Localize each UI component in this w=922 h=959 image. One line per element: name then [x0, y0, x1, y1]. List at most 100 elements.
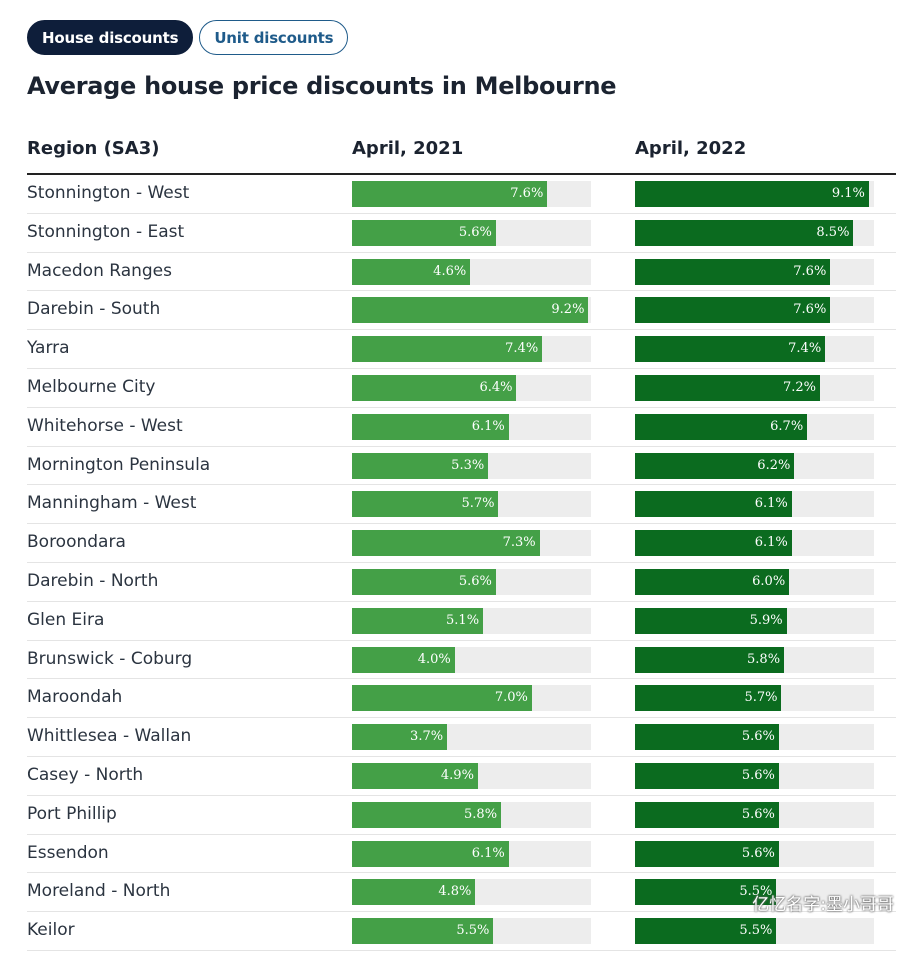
bar-track-2022: 6.0%	[635, 569, 874, 595]
bar-value-label: 4.8%	[438, 884, 472, 900]
bar-track-2022: 6.7%	[635, 413, 874, 440]
bar-2022: 6.0%	[635, 569, 790, 595]
bar-track-2021: 4.8%	[352, 879, 591, 906]
bar-track-2021: 9.2%	[352, 297, 591, 324]
bar-value-label: 5.6%	[458, 574, 492, 589]
region-label: Mornington Peninsula	[27, 454, 211, 475]
region-label: Stonnington - East	[27, 221, 185, 242]
bar-2022: 5.6%	[635, 840, 779, 867]
table-row: Macedon Ranges 4.6% 7.6%	[27, 253, 896, 292]
region-label: Moreland - North	[27, 881, 171, 902]
bar-value-label: 6.1%	[471, 845, 505, 861]
bar-track-2022: 5.6%	[635, 840, 874, 867]
bar-track-2022: 5.5%	[635, 918, 874, 945]
bar-2021: 5.6%	[352, 219, 496, 246]
bar-value-label: 7.6%	[510, 186, 544, 201]
bar-2021: 3.7%	[352, 724, 448, 751]
bar-value-label: 6.1%	[471, 418, 505, 434]
table-row: Manningham - West 5.7% 6.1%	[27, 485, 896, 525]
table-row: Boroondara 7.3% 6.1%	[27, 524, 896, 563]
bar-track-2022: 5.8%	[635, 646, 874, 673]
bar-2021: 7.3%	[352, 530, 540, 557]
bar-value-label: 5.1%	[446, 612, 480, 628]
bar-track-2022: 5.6%	[635, 763, 874, 789]
region-label: Boroondara	[27, 532, 126, 553]
bar-track-2021: 4.9%	[352, 763, 591, 789]
bar-value-label: 5.5%	[739, 884, 773, 900]
table-row: Whitehorse - West 6.1% 6.7%	[27, 408, 896, 447]
table-row: Glen Eira 5.1% 5.9%	[27, 602, 896, 641]
region-label: Darebin - South	[27, 299, 161, 320]
bar-track-2021: 4.0%	[352, 646, 591, 673]
bar-value-label: 5.6%	[741, 729, 775, 745]
region-label: Brunswick - Coburg	[27, 648, 193, 669]
table-row: Whittlesea - Wallan 3.7% 5.6%	[27, 718, 896, 757]
bar-2021: 4.0%	[352, 646, 455, 673]
bar-track-2021: 5.1%	[352, 607, 591, 634]
bar-value-label: 5.8%	[464, 806, 498, 822]
bar-2022: 6.7%	[635, 413, 808, 440]
bar-2022: 9.1%	[635, 181, 869, 207]
bar-value-label: 6.1%	[754, 535, 788, 551]
bar-2022: 7.2%	[635, 375, 821, 401]
column-header-region: Region (SA3)	[27, 138, 160, 159]
bar-track-2022: 7.6%	[635, 258, 874, 285]
watermark-text: 亿忆名字:墨小哥哥	[752, 895, 894, 915]
discount-type-tabs: House discounts Unit discounts	[27, 20, 349, 55]
bar-track-2022: 7.4%	[635, 336, 874, 363]
table-row: Port Phillip 5.8% 5.6%	[27, 796, 896, 835]
table-row: Essendon 6.1% 5.6%	[27, 835, 896, 874]
bar-value-label: 5.3%	[451, 457, 485, 473]
bar-2021: 5.1%	[352, 607, 484, 634]
bar-2022: 5.9%	[635, 607, 787, 634]
bar-2021: 5.5%	[352, 918, 494, 945]
bar-2021: 7.0%	[352, 685, 532, 712]
bar-2022: 5.6%	[635, 801, 779, 828]
bar-track-2022: 6.2%	[635, 452, 874, 479]
bar-value-label: 5.6%	[741, 806, 775, 822]
bar-track-2021: 7.4%	[352, 336, 591, 363]
bar-track-2022: 7.2%	[635, 375, 874, 401]
bar-track-2021: 4.6%	[352, 258, 591, 285]
bar-track-2021: 5.7%	[352, 491, 591, 518]
bar-2021: 5.6%	[352, 569, 496, 595]
region-label: Casey - North	[27, 765, 144, 785]
bar-value-label: 5.5%	[739, 923, 773, 939]
bar-value-label: 7.2%	[783, 380, 817, 395]
bar-value-label: 6.7%	[770, 418, 804, 434]
table-row: Darebin - North 5.6% 6.0%	[27, 563, 896, 602]
bar-track-2021: 7.0%	[352, 685, 591, 712]
region-label: Macedon Ranges	[27, 260, 172, 281]
bar-track-2021: 5.6%	[352, 569, 591, 595]
bar-value-label: 5.7%	[461, 496, 495, 512]
table-row: Brunswick - Coburg 4.0% 5.8%	[27, 641, 896, 680]
bar-value-label: 4.9%	[440, 768, 474, 783]
bar-2021: 5.3%	[352, 452, 489, 479]
bar-track-2021: 6.1%	[352, 413, 591, 440]
header-divider	[27, 173, 896, 175]
region-label: Essendon	[27, 842, 109, 863]
bar-2022: 5.6%	[635, 763, 779, 789]
bar-track-2021: 7.6%	[352, 181, 591, 207]
table-row: Stonnington - East 5.6% 8.5%	[27, 214, 896, 253]
bar-2021: 5.8%	[352, 801, 502, 828]
bar-track-2022: 9.1%	[635, 181, 874, 207]
region-label: Whittlesea - Wallan	[27, 726, 192, 747]
region-label: Melbourne City	[27, 377, 156, 397]
bar-2022: 6.1%	[635, 530, 792, 557]
bar-value-label: 4.0%	[417, 651, 451, 667]
bar-2022: 6.1%	[635, 491, 792, 518]
bar-value-label: 6.2%	[757, 457, 791, 473]
region-label: Port Phillip	[27, 803, 117, 824]
bar-value-label: 9.1%	[831, 186, 865, 201]
tab-unit-discounts[interactable]: Unit discounts	[199, 20, 349, 55]
column-header-2022: April, 2022	[635, 138, 747, 159]
region-label: Keilor	[27, 920, 75, 941]
bar-value-label: 7.6%	[793, 263, 827, 279]
bar-track-2021: 5.8%	[352, 801, 591, 828]
bar-track-2021: 6.1%	[352, 840, 591, 867]
tab-house-discounts[interactable]: House discounts	[27, 20, 194, 55]
bar-value-label: 7.6%	[793, 302, 827, 318]
bar-2022: 5.8%	[635, 646, 785, 673]
bar-value-label: 6.0%	[752, 574, 786, 589]
